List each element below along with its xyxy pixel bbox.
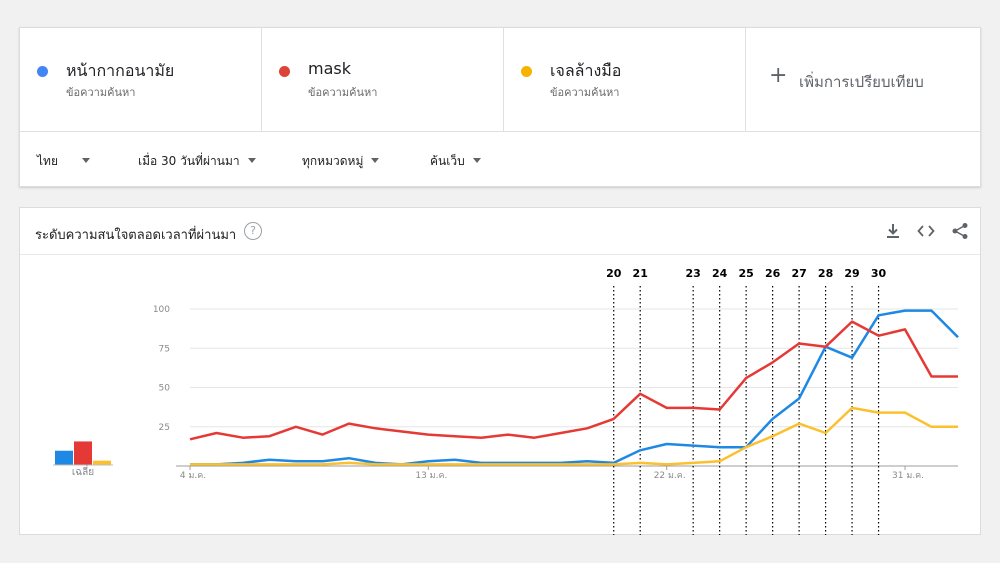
time-range-dropdown[interactable]: เมื่อ 30 วันที่ผ่านมา: [138, 152, 256, 171]
day-markers: 20 21 23 24 25 26 27 28 29 30: [606, 267, 887, 535]
term-color-dot: [279, 66, 290, 77]
term-name: mask: [308, 59, 351, 78]
chevron-down-icon: [81, 158, 90, 163]
series-lines: [189, 309, 959, 466]
day-marker-label: 29: [844, 267, 859, 280]
y-tick-label: 25: [159, 423, 170, 433]
series-line: [189, 320, 958, 441]
y-tick-label: 75: [159, 344, 170, 354]
help-icon[interactable]: ?: [244, 222, 262, 240]
plus-icon: +: [769, 63, 788, 88]
x-tick-label: 31 ม.ค.: [892, 471, 924, 481]
term-type: ข้อความค้นหา: [308, 86, 378, 99]
x-axis-labels: 4 ม.ค. 13 ม.ค. 22 ม.ค. 31 ม.ค.: [180, 466, 924, 481]
category-value: ทุกหมวดหมู่: [302, 154, 364, 168]
time-range-value: เมื่อ 30 วันที่ผ่านมา: [138, 154, 240, 168]
chart-title: ระดับความสนใจตลอดเวลาที่ผ่านมา: [35, 228, 237, 243]
category-dropdown[interactable]: ทุกหมวดหมู่: [302, 152, 380, 171]
average-bar: [55, 450, 73, 465]
search-term-3[interactable]: เจลล้างมือ ข้อความค้นหา: [504, 28, 746, 132]
day-marker-label: 26: [765, 267, 781, 280]
day-marker-label: 25: [738, 267, 753, 280]
average-bars: [53, 441, 113, 466]
interest-chart: เฉลี่ย 100 75 50 25 4 ม.ค. 13 ม.ค. 22 ม.ค. 31 …: [53, 267, 959, 535]
x-tick-label: 13 ม.ค.: [415, 471, 447, 481]
day-marker-label: 30: [871, 267, 887, 280]
share-icon[interactable]: [951, 222, 969, 240]
interest-over-time-panel: ระดับความสนใจตลอดเวลาที่ผ่านมา ? เฉลี่ย …: [19, 207, 981, 535]
term-name: หน้ากากอนามัย: [66, 61, 175, 80]
download-icon[interactable]: [884, 222, 902, 240]
day-marker-label: 21: [633, 267, 648, 280]
add-comparison-button[interactable]: + เพิ่มการเปรียบเทียบ: [746, 28, 980, 131]
search-term-2[interactable]: mask ข้อความค้นหา: [262, 28, 504, 132]
term-name: เจลล้างมือ: [550, 61, 622, 80]
filters-row: ไทย เมื่อ 30 วันที่ผ่านมา ทุกหมวดหมู่ ค้…: [20, 132, 980, 187]
term-color-dot: [521, 66, 532, 77]
x-tick-label: 22 ม.ค.: [654, 471, 686, 481]
y-axis-labels: 100 75 50 25: [153, 305, 170, 433]
region-dropdown[interactable]: ไทย: [37, 152, 90, 171]
chevron-down-icon: [472, 158, 481, 163]
y-tick-label: 50: [159, 384, 171, 394]
series-line: [190, 406, 958, 466]
term-color-dot: [37, 66, 48, 77]
day-marker-label: 28: [818, 267, 833, 280]
average-bar: [93, 460, 111, 465]
search-terms-row: หน้ากากอนามัย ข้อความค้นหา mask ข้อความค…: [20, 28, 980, 132]
series-line: [190, 309, 959, 466]
day-marker-label: 20: [606, 267, 622, 280]
search-type-dropdown[interactable]: ค้นเว็บ: [430, 152, 481, 171]
day-marker-label: 27: [791, 267, 806, 280]
search-type-value: ค้นเว็บ: [430, 154, 465, 168]
chevron-down-icon: [371, 158, 380, 163]
embed-code-icon[interactable]: [917, 222, 935, 240]
region-value: ไทย: [37, 154, 58, 168]
day-marker-label: 23: [686, 267, 701, 280]
day-marker-label: 24: [712, 267, 728, 280]
average-label: เฉลี่ย: [72, 464, 94, 478]
term-type: ข้อความค้นหา: [66, 86, 136, 99]
average-bar: [74, 441, 92, 465]
y-tick-label: 100: [153, 305, 170, 315]
chart-header: ระดับความสนใจตลอดเวลาที่ผ่านมา ?: [20, 208, 980, 255]
compare-panel: หน้ากากอนามัย ข้อความค้นหา mask ข้อความค…: [19, 27, 981, 187]
search-term-1[interactable]: หน้ากากอนามัย ข้อความค้นหา: [20, 28, 262, 132]
x-tick-label: 4 ม.ค.: [180, 471, 206, 481]
add-comparison-label: เพิ่มการเปรียบเทียบ: [799, 73, 924, 91]
term-type: ข้อความค้นหา: [550, 86, 620, 99]
chevron-down-icon: [247, 158, 256, 163]
